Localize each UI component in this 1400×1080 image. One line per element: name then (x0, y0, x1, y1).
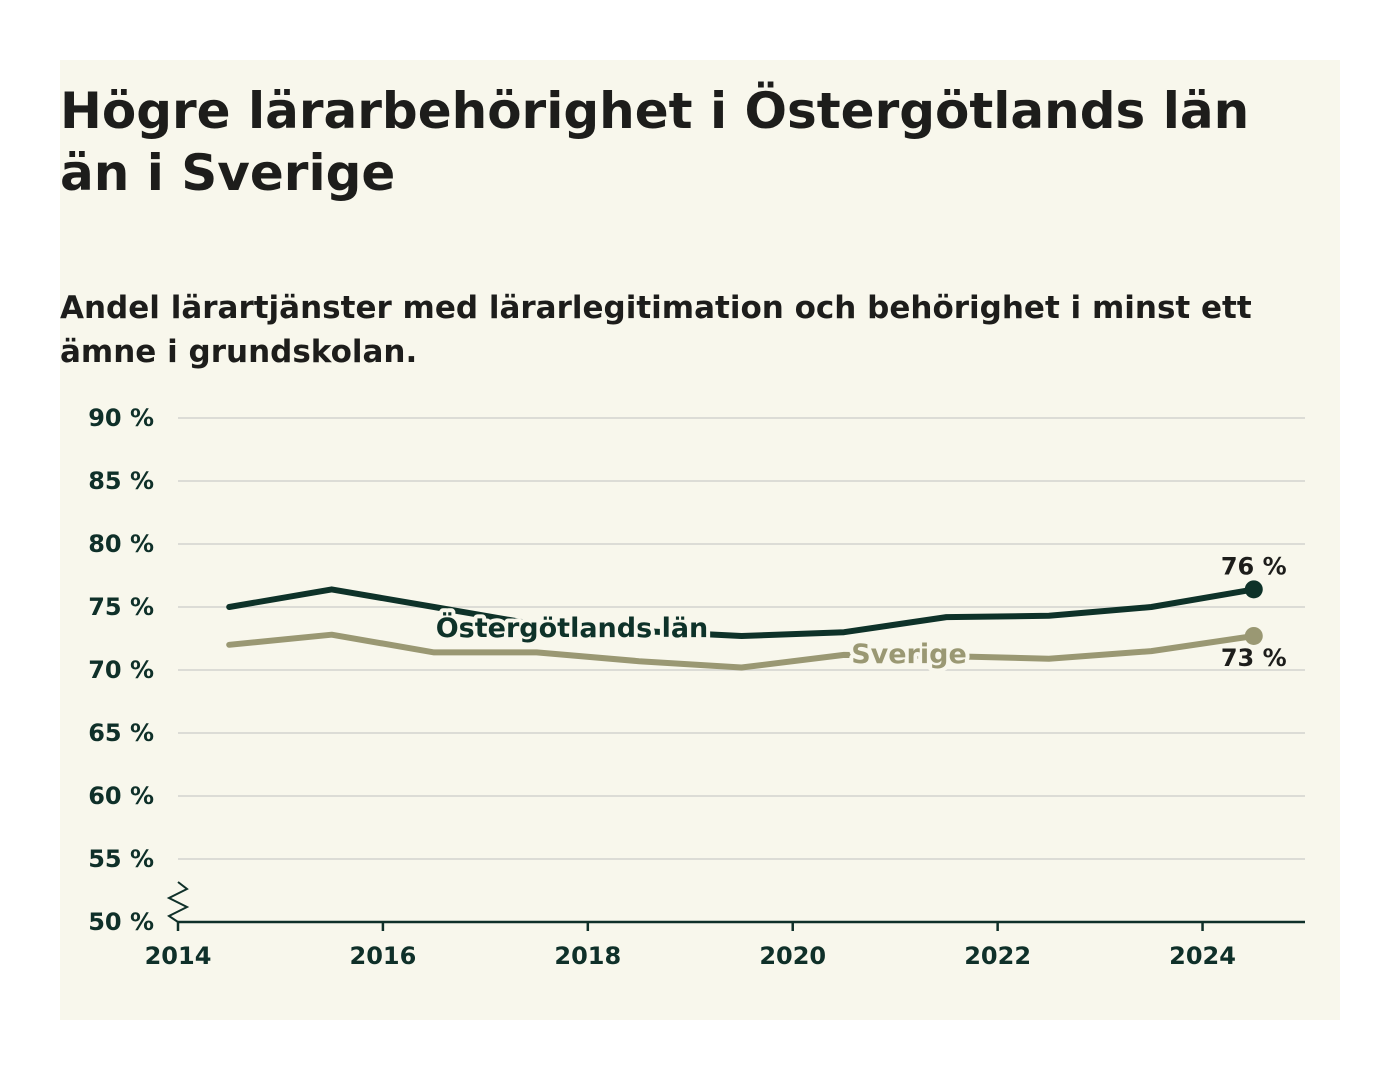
x-tick-label: 2022 (964, 942, 1031, 970)
axis-break-icon (166, 881, 190, 923)
axes: 50 % 55 % 60 % 65 % 70 % 75 % 80 % 85 % 90 % 2014… (88, 404, 1305, 970)
y-tick-label: 80 % (88, 530, 154, 558)
series-line-sverige (226, 631, 1257, 671)
series-label-ostergotland: Östergötlands län (436, 611, 709, 644)
y-tick-label: 55 % (88, 845, 154, 873)
end-point-sverige (1244, 626, 1263, 645)
x-tick-label: 2018 (554, 942, 621, 970)
y-tick-label: 90 % (88, 404, 154, 432)
series-labels: 76 % 73 % Östergötlands län Sverige (432, 552, 1287, 674)
chart-panel: Högre lärarbehörighet i Östergötlands lä… (60, 60, 1340, 1020)
end-label-ostergotland: 76 % (1221, 552, 1287, 580)
series-lines (226, 580, 1263, 671)
y-tick-label: 60 % (88, 782, 154, 810)
y-tick-label: 65 % (88, 719, 154, 747)
series-label-sverige: Sverige (851, 639, 967, 670)
y-tick-label: 85 % (88, 467, 154, 495)
y-tick-label: 70 % (88, 656, 154, 684)
x-tick-label: 2016 (350, 942, 417, 970)
end-point-ostergotland (1244, 580, 1263, 599)
x-tick-label: 2020 (759, 942, 826, 970)
x-tick-label: 2014 (145, 942, 212, 970)
gridlines (178, 417, 1305, 860)
end-label-sverige: 73 % (1221, 644, 1287, 672)
chart-subtitle: Andel lärartjänster med lärarlegitimatio… (60, 290, 1252, 370)
y-tick-label: 75 % (88, 593, 154, 621)
x-tick-label: 2024 (1169, 942, 1236, 970)
chart-title: Högre lärarbehörighet i Östergötlands lä… (60, 82, 1250, 202)
y-tick-label: 50 % (88, 908, 154, 936)
line-chart: 50 % 55 % 60 % 65 % 70 % 75 % 80 % 85 % 90 % 2014… (88, 404, 1305, 970)
series-line-ostergotland (226, 586, 1257, 639)
